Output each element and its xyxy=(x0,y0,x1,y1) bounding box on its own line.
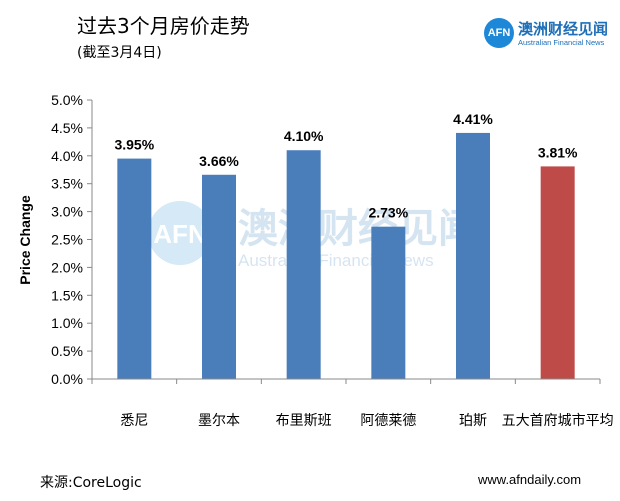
watermark-mark: AFN xyxy=(153,219,206,249)
y-tick-label: 0.5% xyxy=(51,343,83,359)
bar xyxy=(286,150,321,379)
y-tick-label: 2.0% xyxy=(51,259,83,275)
y-tick-label: 4.0% xyxy=(51,148,83,164)
y-tick-label: 5.0% xyxy=(51,92,83,108)
y-tick-label: 0.0% xyxy=(51,371,83,387)
data-label: 2.73% xyxy=(368,205,408,221)
bar-chart: AFN 澳洲财经见闻 Australian Financial News Pri… xyxy=(17,92,614,429)
y-axis-label: Price Change xyxy=(17,195,33,285)
site-url: www.afndaily.com xyxy=(478,472,582,487)
bar xyxy=(540,166,575,379)
bar xyxy=(456,132,490,379)
y-tick-label: 3.0% xyxy=(51,204,83,220)
source-note: 来源:CoreLogic xyxy=(40,475,142,491)
y-tick-label: 3.5% xyxy=(51,176,83,192)
y-tick-label: 1.5% xyxy=(51,287,83,303)
chart-subtitle: (截至3月4日) xyxy=(77,45,162,61)
afn-logo-icon: AFN xyxy=(484,18,514,48)
data-label: 3.66% xyxy=(199,153,239,169)
data-label: 4.10% xyxy=(284,128,324,144)
chart-title: 过去3个月房价走势 xyxy=(77,14,250,38)
x-tick-label: 阿德莱德 xyxy=(360,413,416,429)
data-label: 3.95% xyxy=(114,137,154,153)
logo-name: 澳洲财经见闻 xyxy=(518,20,609,38)
bar xyxy=(371,226,406,379)
watermark-name: 澳洲财经见闻 xyxy=(238,206,478,252)
afn-logo: AFN 澳洲财经见闻 Australian Financial News xyxy=(484,18,614,52)
data-label: 3.81% xyxy=(538,144,578,160)
y-tick-label: 4.5% xyxy=(51,120,83,136)
logo-tagline: Australian Financial News xyxy=(518,38,605,47)
y-tick-label: 1.0% xyxy=(51,315,83,331)
y-tick-label: 2.5% xyxy=(51,232,83,248)
x-tick-label: 珀斯 xyxy=(459,413,487,429)
x-tick-label: 墨尔本 xyxy=(198,413,240,429)
y-axis: 0.0% 0.5% 1.0% 1.5% 2.0% 2.5% 3.0% 3.5% 4.0% 4.5%… xyxy=(51,92,93,387)
x-tick-label: 悉尼 xyxy=(120,413,148,429)
bars: 3.95% 3.66% 4.10% 2.73% 4.41% 3.81% xyxy=(114,111,578,379)
data-label: 4.41% xyxy=(453,111,493,127)
x-axis: 悉尼 墨尔本 布里斯班 阿德莱德 珀斯 五大首府城市平均 xyxy=(91,378,614,429)
watermark-circle-icon xyxy=(148,201,212,265)
bar xyxy=(117,158,152,379)
x-tick-label: 五大首府城市平均 xyxy=(502,412,614,429)
x-tick-label: 布里斯班 xyxy=(276,413,332,429)
bar xyxy=(202,174,236,379)
